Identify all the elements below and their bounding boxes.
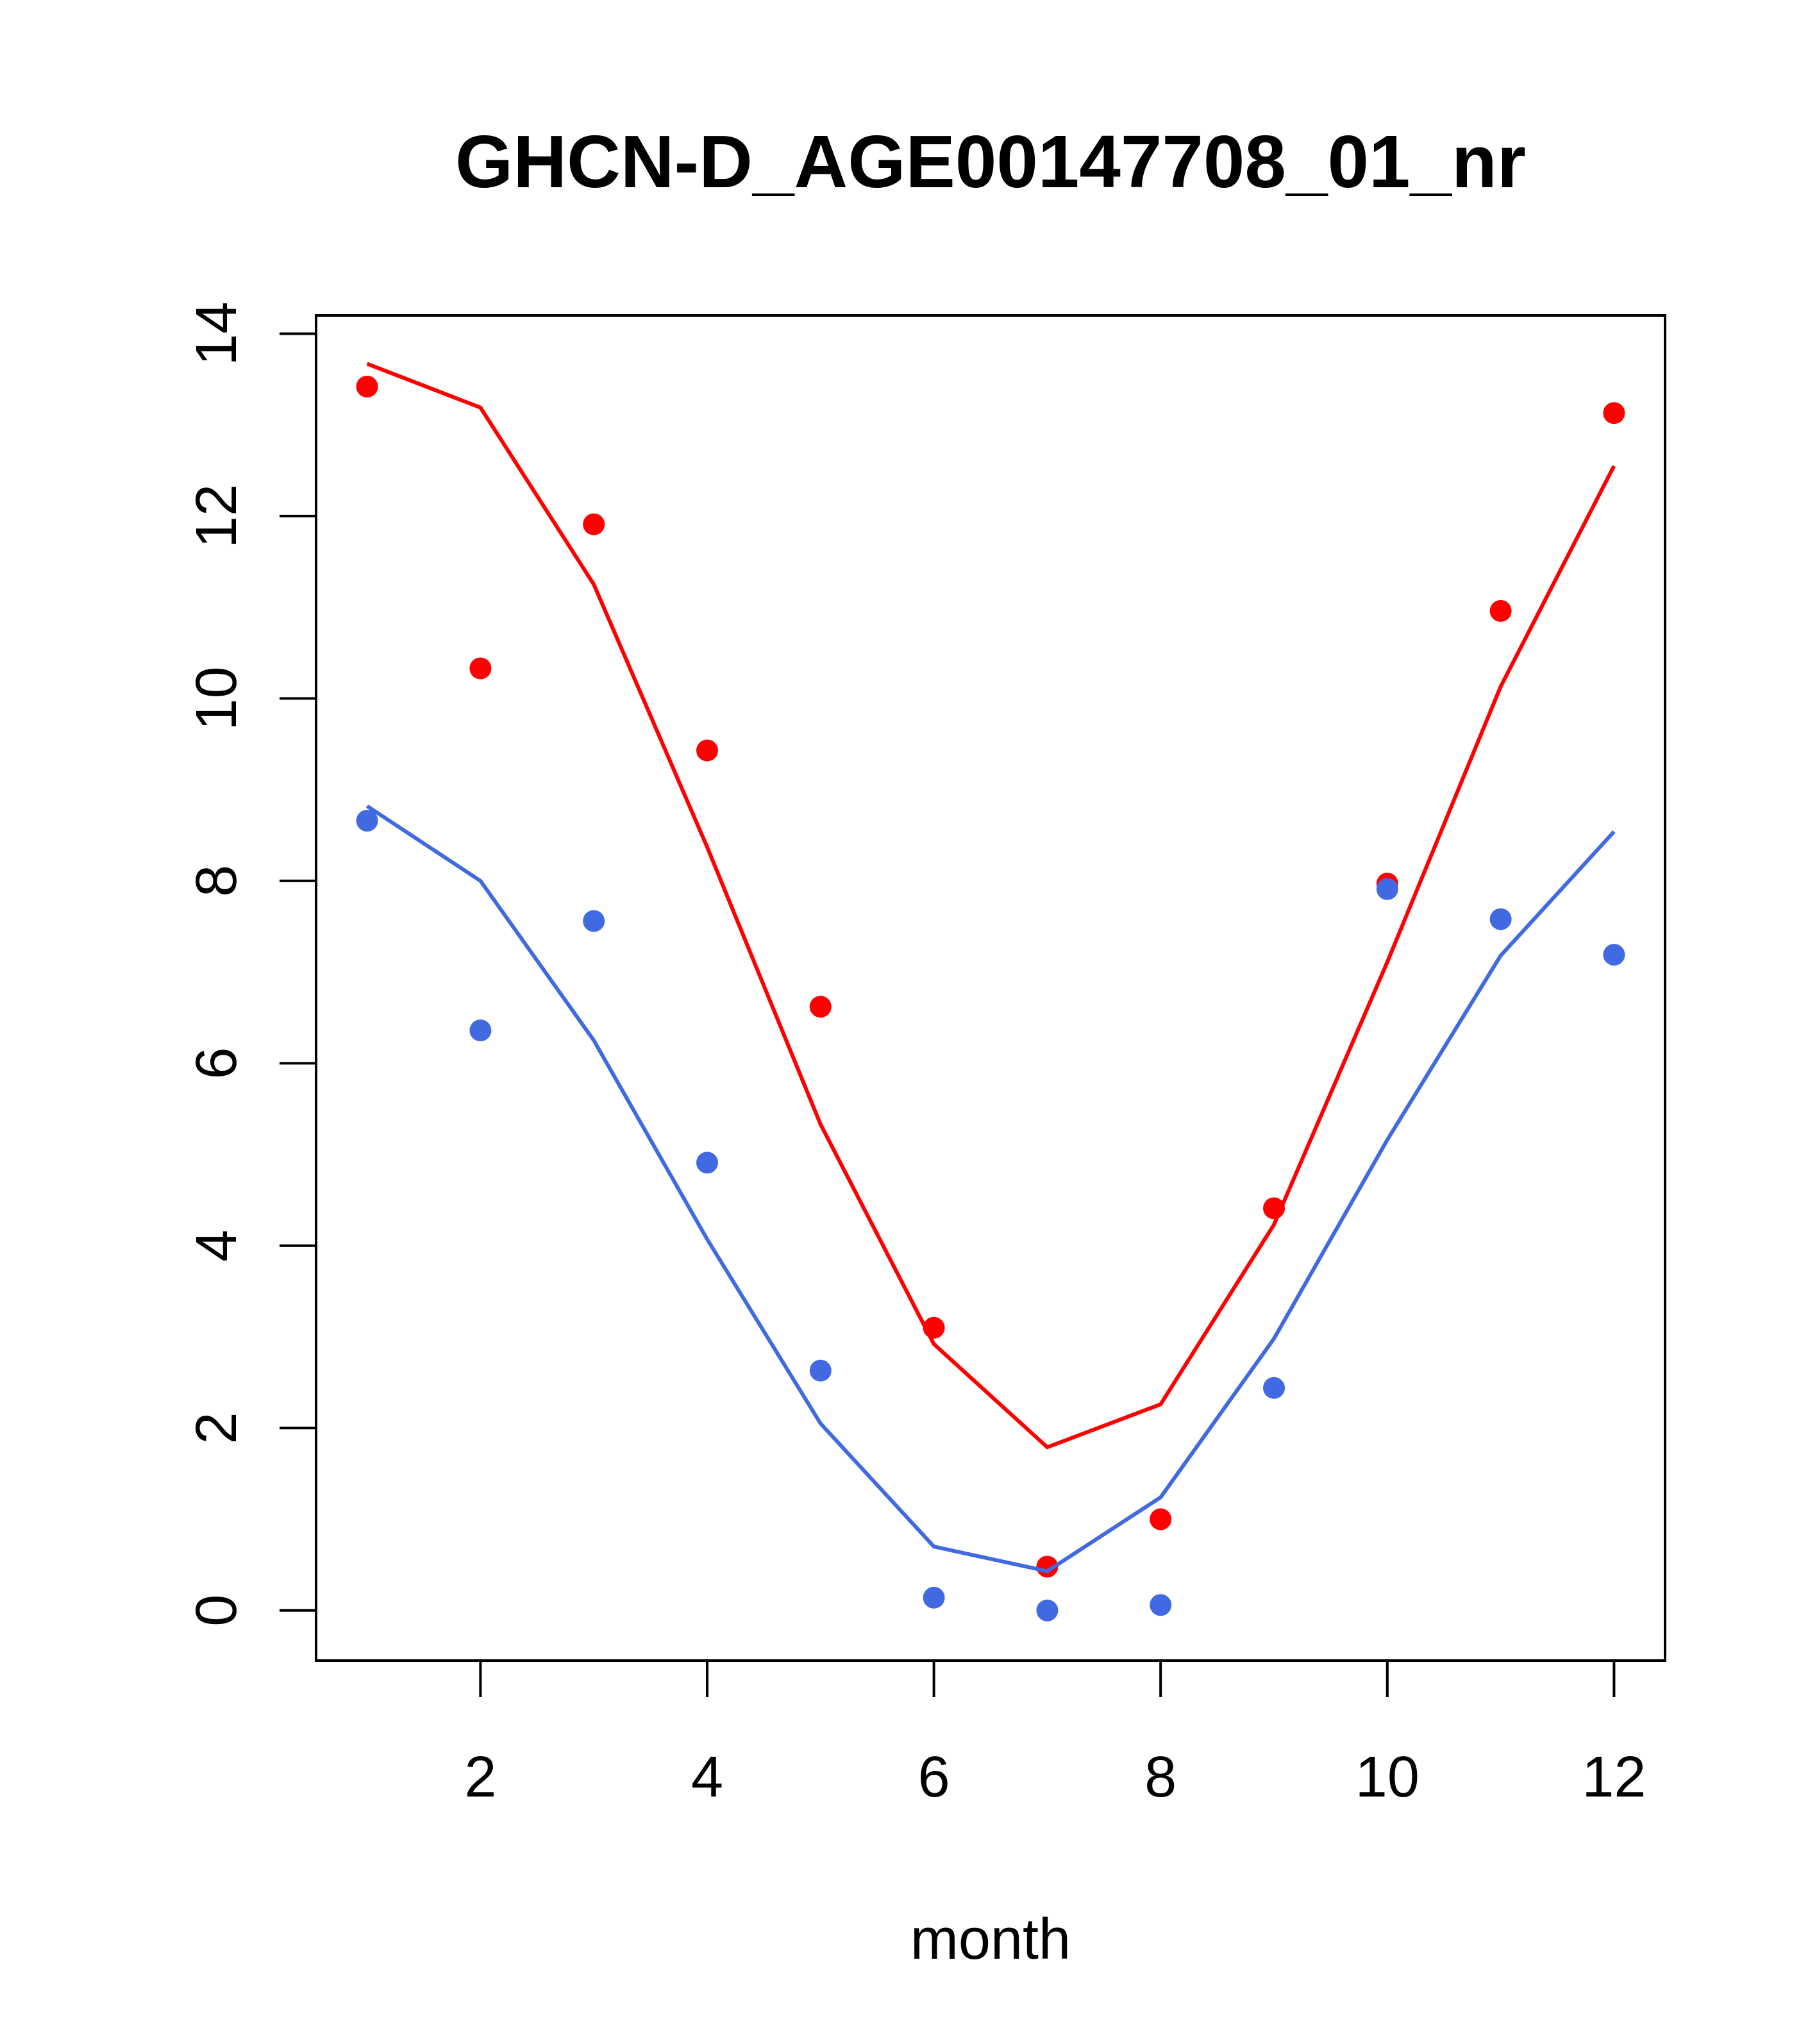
series-2-point [923, 1586, 945, 1609]
series-layer [356, 362, 1625, 1621]
series-1-point [696, 739, 718, 762]
x-tick-label: 2 [464, 1745, 496, 1809]
series-1-line [366, 362, 1616, 1450]
x-axis: 2 4 6 8 10 12 [464, 1659, 1646, 1809]
plot-frame [315, 314, 1666, 1662]
x-tick-label: 12 [1582, 1745, 1646, 1809]
series-2-point [1036, 1599, 1059, 1621]
series-1-point [1489, 599, 1512, 622]
y-tick-label: 14 [185, 301, 249, 365]
y-tick-label: 4 [185, 1230, 249, 1262]
series-1-point [469, 657, 492, 680]
chart-title: GHCN-D_AGE00147708_01_nr [455, 120, 1526, 203]
series-2-line [365, 804, 1616, 1573]
y-axis: 0 2 4 6 8 10 12 14 [185, 301, 317, 1627]
y-tick-label: 0 [185, 1595, 249, 1627]
y-tick-label: 12 [185, 484, 249, 548]
series-2-point [469, 1019, 492, 1042]
series-1-point [809, 996, 832, 1018]
y-tick-label: 2 [185, 1412, 249, 1444]
series-2-point [1489, 908, 1512, 930]
series-1-point [923, 1316, 945, 1339]
series-1-point [1263, 1197, 1285, 1219]
series-2-point [1376, 878, 1398, 900]
x-tick-label: 6 [918, 1745, 950, 1809]
x-tick-label: 10 [1355, 1745, 1419, 1809]
x-axis-label: month [910, 1907, 1071, 1972]
series-2-point [809, 1359, 832, 1382]
y-tick-label: 8 [185, 865, 249, 897]
y-tick-label: 10 [185, 666, 249, 730]
y-tick-label: 6 [185, 1047, 249, 1079]
series-1-point [583, 513, 605, 535]
series-2-point [1603, 944, 1625, 966]
series-2-point [1150, 1594, 1172, 1616]
series-2-point [1263, 1377, 1285, 1399]
series-2-point [696, 1152, 718, 1174]
series-2-point [583, 910, 605, 932]
series-1-point [356, 375, 378, 398]
series-1-point [1036, 1555, 1059, 1578]
series-2-point [356, 809, 378, 832]
x-tick-label: 4 [691, 1745, 723, 1809]
series-1-point [1150, 1508, 1172, 1530]
series-1-point [1603, 402, 1625, 424]
x-tick-label: 8 [1144, 1745, 1176, 1809]
